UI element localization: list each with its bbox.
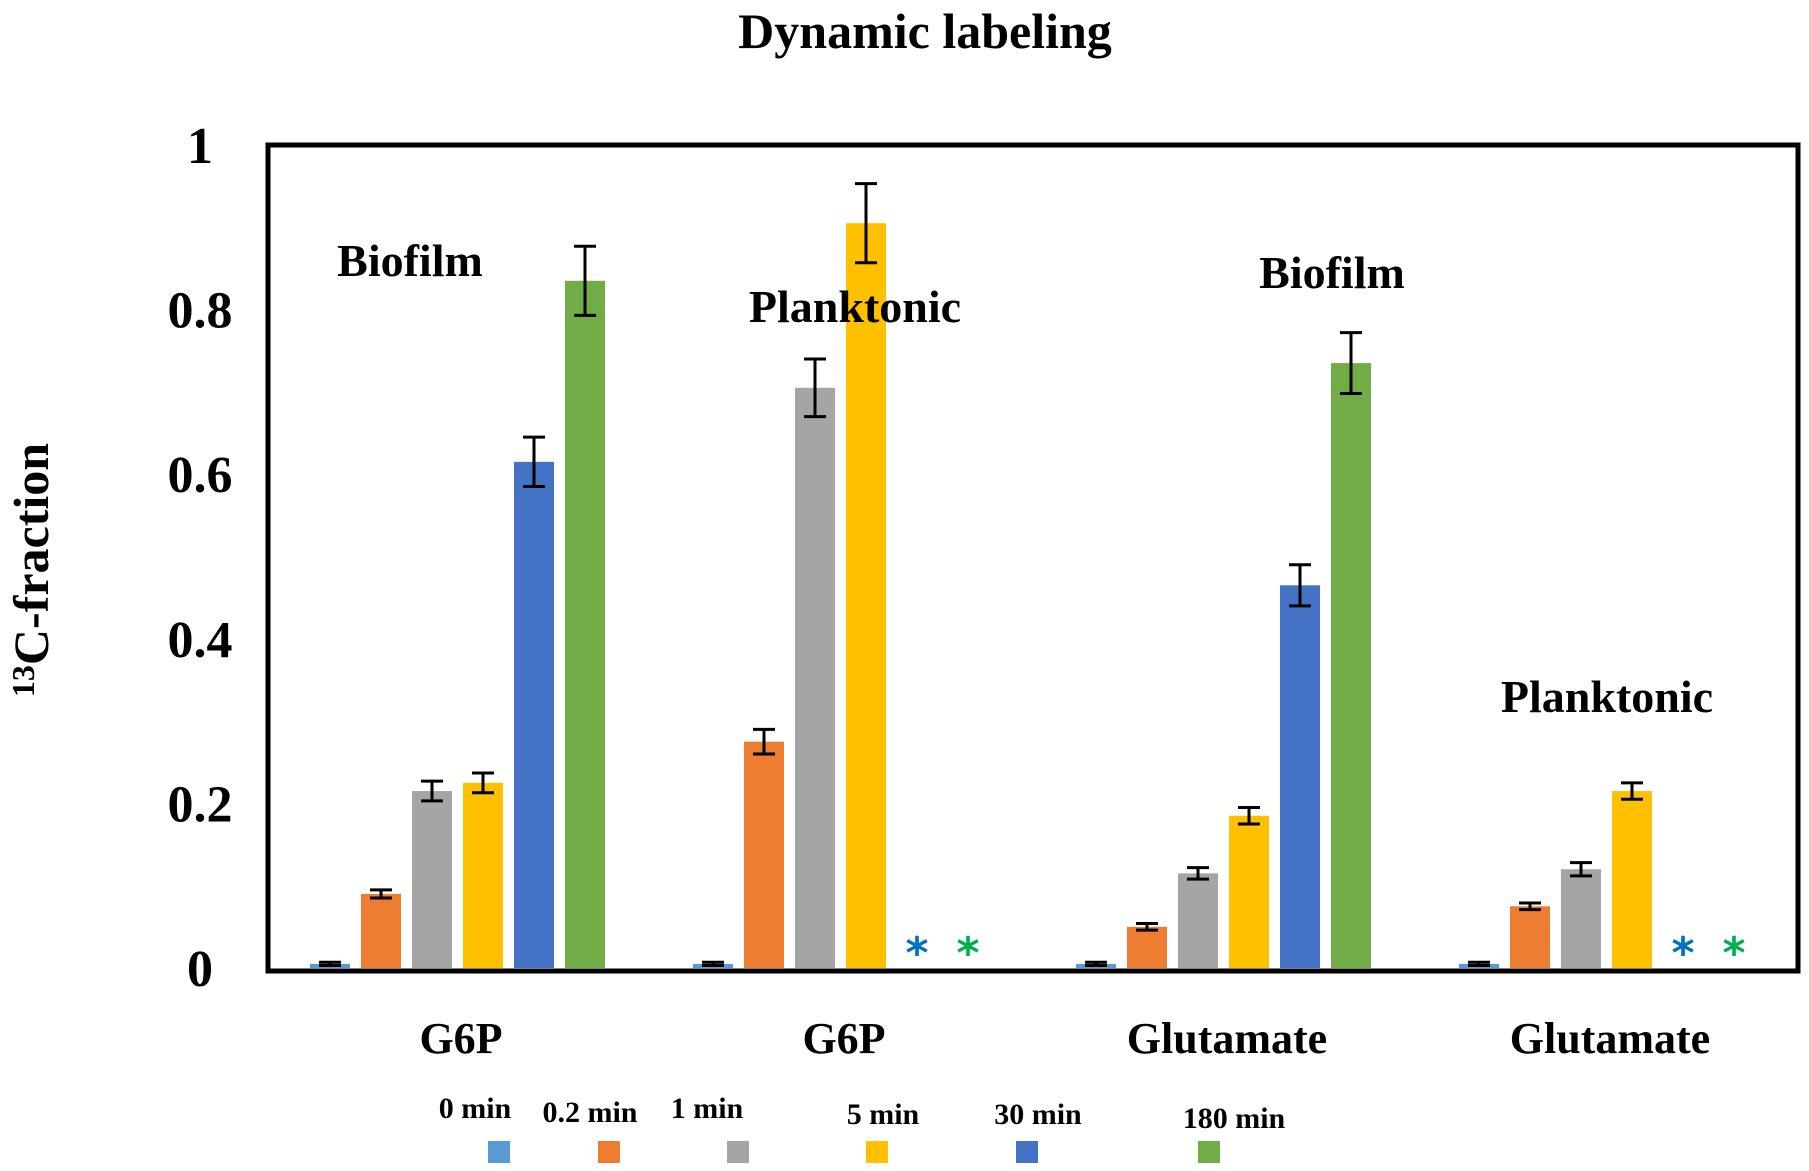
legend-swatch [866, 1141, 888, 1163]
legend-item: 1 min [671, 1092, 749, 1163]
error-bar [855, 182, 877, 265]
x-tick-label: G6P [802, 1014, 885, 1063]
legend-label: 180 min [1183, 1102, 1286, 1135]
bar-180-min-0 [565, 280, 605, 968]
error-bar [753, 727, 775, 756]
bar-30-min-2 [1280, 585, 1320, 968]
legend-label: 0.2 min [542, 1096, 637, 1129]
bar-0-2-min-2 [1127, 926, 1167, 968]
bar-5-min-0 [463, 782, 503, 968]
error-bar [804, 357, 826, 419]
asterisk-annotation: * [905, 928, 928, 979]
legend-swatch [598, 1141, 620, 1163]
bar-1-min-2 [1178, 873, 1218, 968]
error-bar [1238, 806, 1260, 826]
y-axis-label-superscript: 13 [5, 665, 41, 697]
legend-item: 0 min [439, 1092, 512, 1163]
y-tick-label: 0 [187, 941, 213, 998]
error-bar [1621, 781, 1643, 801]
bar-180-min-2 [1331, 363, 1371, 969]
y-tick-label: 1 [187, 118, 213, 175]
y-axis-ticks: 0 0.2 0.4 0.6 0.8 1 [168, 118, 233, 998]
asterisk-annotation: * [1722, 928, 1745, 979]
legend-swatch [1198, 1141, 1220, 1163]
legend: 0 min 0.2 min 1 min 5 min 30 min 180 min [439, 1092, 1286, 1163]
bar-30-min-0 [514, 461, 554, 968]
legend-label: 1 min [671, 1092, 744, 1125]
error-bars-layer [319, 182, 1643, 968]
bar-0-2-min-3 [1510, 906, 1550, 968]
error-bar [1187, 866, 1209, 881]
error-bar [370, 888, 392, 900]
legend-label: 0 min [439, 1092, 512, 1125]
legend-swatch [1016, 1141, 1038, 1163]
plot-area-frame [265, 142, 1801, 974]
group-label: Biofilm [337, 235, 483, 286]
error-bar [1085, 960, 1107, 968]
bar-0-2-min-0 [361, 893, 401, 968]
legend-swatch [727, 1141, 749, 1163]
error-bar [1519, 901, 1541, 912]
error-bar [319, 960, 341, 968]
error-bar [523, 435, 545, 489]
group-label: Planktonic [1501, 671, 1713, 722]
x-tick-label: Glutamate [1127, 1014, 1327, 1063]
error-bar [1468, 960, 1490, 968]
asterisk-annotation: * [956, 928, 979, 979]
group-labels: Biofilm Planktonic Biofilm Planktonic [337, 235, 1713, 722]
legend-swatch [488, 1141, 510, 1163]
legend-item: 0.2 min [542, 1096, 638, 1163]
annotations-layer: * * * * [905, 928, 1745, 979]
chart-title: Dynamic labeling [738, 3, 1112, 59]
y-tick-label: 0.8 [168, 283, 233, 340]
bar-1-min-0 [412, 791, 452, 968]
legend-item: 5 min [847, 1098, 920, 1163]
y-tick-label: 0.4 [168, 612, 233, 669]
error-bar [1570, 861, 1592, 878]
legend-label: 30 min [994, 1098, 1082, 1131]
error-bar [702, 960, 724, 968]
legend-item: 180 min [1183, 1102, 1286, 1163]
x-axis-categories: G6P G6P Glutamate Glutamate [419, 1014, 1710, 1063]
group-label: Biofilm [1259, 247, 1405, 298]
y-axis-label: 13C-fraction [3, 443, 59, 697]
y-tick-label: 0.6 [168, 447, 233, 504]
y-tick-label: 0.2 [168, 776, 233, 833]
error-bar [1340, 331, 1362, 396]
legend-label: 5 min [847, 1098, 920, 1131]
x-tick-label: G6P [419, 1014, 502, 1063]
bar-1-min-1 [795, 387, 835, 968]
bar-5-min-3 [1612, 791, 1652, 968]
error-bar [1289, 563, 1311, 608]
error-bar [574, 244, 596, 317]
error-bar [1136, 922, 1158, 932]
x-tick-label: Glutamate [1510, 1014, 1710, 1063]
group-label: Planktonic [749, 281, 961, 332]
error-bar [421, 779, 443, 803]
legend-item: 30 min [994, 1098, 1082, 1163]
bar-1-min-3 [1561, 869, 1601, 968]
error-bar [472, 771, 494, 795]
asterisk-annotation: * [1671, 928, 1694, 979]
bar-0-2-min-1 [744, 741, 784, 968]
svg-text:13C-fraction: 13C-fraction [3, 443, 59, 697]
bars-layer [310, 223, 1652, 969]
bar-5-min-1 [846, 223, 886, 968]
y-axis-label-text: C-fraction [3, 443, 59, 665]
bar-5-min-2 [1229, 815, 1269, 968]
